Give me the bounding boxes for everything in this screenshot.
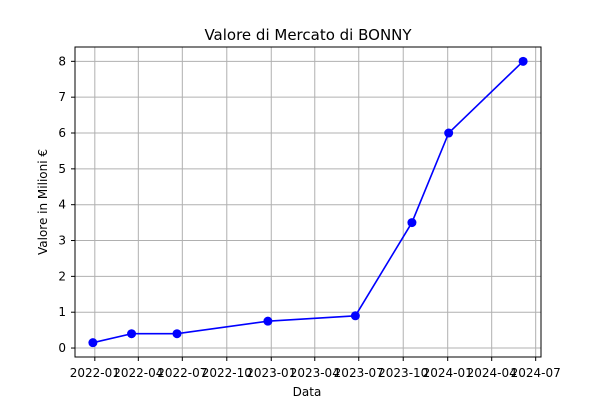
y-tick-label: 0 bbox=[58, 341, 66, 355]
x-tick-label: 2023-07 bbox=[334, 366, 384, 380]
y-axis-ticks: 0 1 2 3 4 5 6 7 8 bbox=[58, 54, 75, 355]
data-point bbox=[263, 316, 273, 326]
x-tick-label: 2023-10 bbox=[378, 366, 428, 380]
series-group bbox=[88, 56, 528, 348]
y-axis-label: Valore in Milioni € bbox=[36, 149, 50, 255]
x-tick-label: 2024-04 bbox=[467, 366, 517, 380]
data-point bbox=[350, 311, 360, 321]
y-tick-label: 8 bbox=[58, 54, 66, 68]
grid-lines bbox=[75, 47, 541, 357]
data-point bbox=[407, 218, 417, 228]
x-tick-label: 2024-07 bbox=[511, 366, 561, 380]
x-tick-label: 2022-10 bbox=[202, 366, 252, 380]
y-tick-label: 5 bbox=[58, 162, 66, 176]
data-point bbox=[88, 338, 98, 348]
data-point bbox=[172, 329, 182, 339]
plot-area-frame bbox=[74, 46, 542, 358]
y-tick-label: 7 bbox=[58, 90, 66, 104]
x-axis-ticks: 2022-012022-042022-072022-102023-012023-… bbox=[70, 357, 561, 380]
x-tick-label: 2024-01 bbox=[423, 366, 473, 380]
y-tick-label: 3 bbox=[58, 234, 66, 248]
x-axis-label: Data bbox=[293, 385, 322, 399]
y-tick-label: 1 bbox=[58, 305, 66, 319]
x-tick-label: 2022-07 bbox=[157, 366, 207, 380]
y-tick-label: 6 bbox=[58, 126, 66, 140]
data-point bbox=[444, 128, 454, 138]
data-point bbox=[518, 56, 528, 66]
y-tick-label: 4 bbox=[58, 198, 66, 212]
x-tick-label: 2022-01 bbox=[70, 366, 120, 380]
x-tick-label: 2023-01 bbox=[246, 366, 296, 380]
chart-title: Valore di Mercato di BONNY bbox=[204, 26, 412, 44]
data-point bbox=[127, 329, 137, 339]
y-tick-label: 2 bbox=[58, 269, 66, 283]
x-tick-label: 2022-04 bbox=[113, 366, 163, 380]
x-tick-label: 2023-04 bbox=[290, 366, 340, 380]
series-line bbox=[92, 60, 524, 344]
